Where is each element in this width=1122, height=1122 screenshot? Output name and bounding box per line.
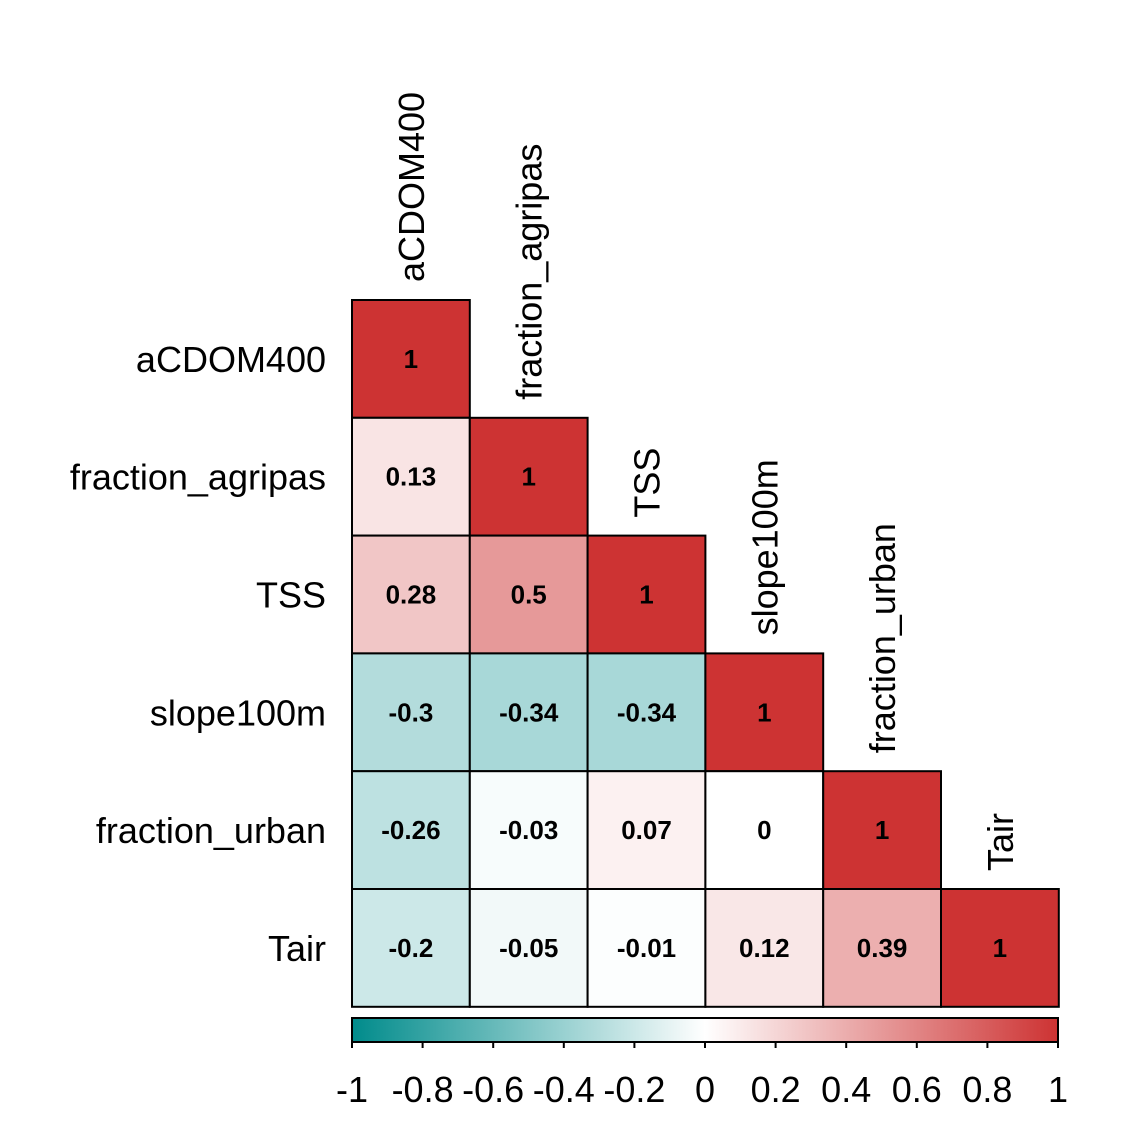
cell-value-tair-tss: -0.01 — [617, 933, 676, 963]
row-label-fraction-urban: fraction_urban — [96, 810, 326, 851]
cell-value-fraction-urban-fraction-agripas: -0.03 — [499, 815, 558, 845]
row-label-slope100m: slope100m — [150, 692, 326, 733]
row-label-tss: TSS — [256, 575, 326, 616]
column-label-tss: TSS — [627, 448, 668, 518]
row-label-fraction-agripas: fraction_agripas — [70, 457, 326, 498]
column-label-slope100m: slope100m — [744, 459, 785, 635]
cell-value-tss-fraction-agripas: 0.5 — [511, 580, 547, 610]
cell-value-slope100m-fraction-agripas: -0.34 — [499, 697, 559, 727]
colorbar-tick-label: 1 — [1048, 1069, 1068, 1110]
cell-fraction-urban-slope100m — [704, 770, 825, 891]
colorbar-tick-label: -1 — [336, 1069, 368, 1110]
colorbar-gradient — [351, 1017, 1059, 1043]
cell-value-tair-tair: 1 — [993, 933, 1007, 963]
row-label-acdom400: aCDOM400 — [136, 339, 326, 380]
cell-value-fraction-urban-tss: 0.07 — [621, 815, 672, 845]
cell-tss-tss — [586, 534, 707, 655]
cell-value-tair-acdom400: -0.2 — [388, 933, 433, 963]
cell-tair-tair — [940, 888, 1060, 1008]
colorbar-tick-label: -0.2 — [603, 1069, 665, 1110]
column-label-tair: Tair — [980, 813, 1021, 871]
colorbar: -1 -0.8 -0.6 -0.4 -0.2 0 0.2 0.4 0.6 0.8 1 — [336, 1017, 1068, 1110]
cell-tair-tss — [586, 888, 707, 1008]
cell-value-tss-acdom400: 0.28 — [386, 580, 437, 610]
cell-value-tss-tss: 1 — [639, 580, 653, 610]
cell-value-fraction-urban-slope100m: 0 — [757, 815, 771, 845]
cell-tair-acdom400 — [351, 888, 471, 1008]
colorbar-tick-label: 0 — [695, 1069, 715, 1110]
row-labels: aCDOM400 fraction_agripas TSS slope100m frac… — [70, 339, 326, 969]
cell-acdom400-acdom400 — [351, 299, 471, 419]
colorbar-tick-label: 0.2 — [751, 1069, 801, 1110]
colorbar-tick-label: 0.4 — [821, 1069, 871, 1110]
heatmap-cells: 1 0.13 1 0.28 0.5 1 -0.3 -0.34 -0.34 1 -0.26 -0.03 0… — [351, 299, 1060, 1008]
cell-value-fraction-agripas-fraction-agripas: 1 — [521, 462, 535, 492]
cell-fraction-urban-fraction-agripas — [468, 770, 589, 891]
cell-tair-fraction-agripas — [468, 888, 589, 1008]
cell-value-fraction-urban-acdom400: -0.26 — [381, 815, 440, 845]
cell-value-fraction-urban-fraction-urban: 1 — [875, 815, 889, 845]
colorbar-tick-label: -0.8 — [392, 1069, 454, 1110]
row-label-tair: Tair — [268, 928, 326, 969]
cell-value-tair-fraction-urban: 0.39 — [857, 933, 908, 963]
column-label-fraction-urban: fraction_urban — [862, 523, 903, 753]
cell-value-slope100m-tss: -0.34 — [617, 697, 677, 727]
column-label-fraction-agripas: fraction_agripas — [509, 144, 550, 400]
colorbar-tick-label: 0.8 — [962, 1069, 1012, 1110]
column-label-acdom400: aCDOM400 — [391, 92, 432, 282]
colorbar-tick-label: -0.4 — [533, 1069, 595, 1110]
cell-value-slope100m-slope100m: 1 — [757, 697, 771, 727]
column-labels: aCDOM400 fraction_agripas TSS slope100m frac… — [391, 92, 1021, 871]
cell-value-fraction-agripas-acdom400: 0.13 — [386, 462, 437, 492]
colorbar-tick-label: -0.6 — [462, 1069, 524, 1110]
cell-fraction-agripas-fraction-agripas — [468, 416, 589, 537]
cell-fraction-agripas-acdom400 — [351, 416, 471, 537]
cell-value-slope100m-acdom400: -0.3 — [388, 697, 433, 727]
cell-value-tair-slope100m: 0.12 — [739, 933, 790, 963]
cell-tair-fraction-urban — [822, 888, 943, 1008]
cell-slope100m-fraction-agripas — [468, 652, 589, 773]
cell-tair-slope100m — [704, 888, 825, 1008]
colorbar-tick-label: 0.6 — [892, 1069, 942, 1110]
cell-value-acdom400-acdom400: 1 — [404, 344, 418, 374]
cell-slope100m-slope100m — [704, 652, 825, 773]
cell-value-tair-fraction-agripas: -0.05 — [499, 933, 558, 963]
